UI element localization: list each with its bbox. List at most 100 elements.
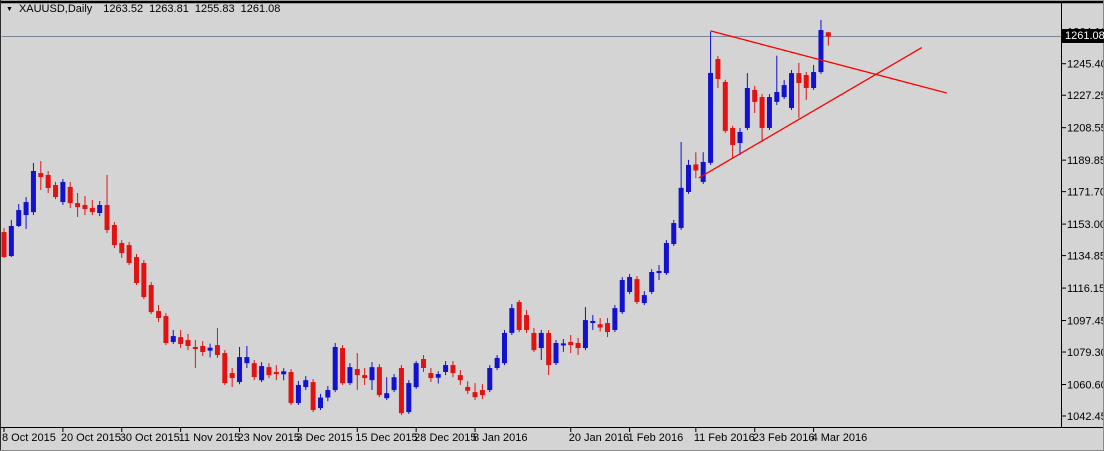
time-axis-label: 23 Feb 2016 [753, 432, 815, 444]
candle-body-up [317, 397, 323, 409]
time-axis-label: 23 Nov 2015 [238, 432, 300, 444]
candle-body-up [347, 367, 353, 384]
candle-body-up [663, 243, 669, 274]
candle-body-up [708, 72, 714, 163]
candle-body-down [222, 353, 228, 384]
candle-body-up [295, 385, 301, 404]
candle-body-up [811, 72, 817, 89]
candle-body-down [421, 358, 427, 369]
candle-body-up [774, 92, 780, 102]
candle-body-down [450, 365, 456, 374]
price-axis-label: 1171.70 [1067, 187, 1104, 199]
candle-body-up [627, 277, 633, 292]
time-axis-label: 20 Jan 2016 [569, 432, 630, 444]
time-axis-label: 1 Feb 2016 [628, 432, 684, 444]
candle-body-down [126, 245, 132, 263]
candle-body-down [693, 164, 699, 171]
candle-body-up [766, 97, 772, 128]
current-price-box: 1261.08 [1062, 29, 1104, 43]
price-axis-label: 1116.15 [1067, 283, 1104, 295]
candle-body-down [759, 97, 765, 128]
candle-body-up [244, 357, 250, 364]
candle-body-up [501, 332, 507, 364]
time-axis-label: 11 Feb 2016 [694, 432, 755, 444]
candle-body-down [568, 341, 574, 346]
candle-body-up [641, 295, 647, 304]
candle-body-down [38, 173, 44, 178]
candle-body-down [214, 345, 220, 355]
candle-body-down [178, 337, 184, 345]
candle-body-down [111, 224, 117, 246]
candle-body-up [435, 374, 441, 378]
candle-body-down [354, 369, 360, 376]
candle-body-down [605, 323, 611, 333]
chart-symbol-timeframe: XAUUSD,Daily [18, 3, 93, 15]
candle-body-down [479, 390, 485, 396]
candle-body-up [259, 366, 265, 381]
time-axis-label: 8 Oct 2015 [2, 432, 56, 444]
candle-body-down [89, 207, 95, 213]
candle-body-up [30, 170, 36, 213]
price-axis-label: 1189.85 [1067, 155, 1104, 167]
candle-body-up [303, 380, 309, 388]
candle-body-down [457, 375, 463, 381]
time-axis-label: 11 Nov 2015 [179, 432, 241, 444]
time-axis-label: 3 Dec 2015 [296, 432, 352, 444]
trendline-descending[interactable] [710, 30, 947, 94]
candle-body-down [229, 373, 235, 379]
candle-body-down [516, 302, 522, 330]
candle-body-up [685, 164, 691, 192]
candle-body-down [398, 368, 404, 414]
candle-body-down [597, 324, 603, 328]
ohlc-low: 1255.83 [194, 3, 235, 15]
candle-body-up [325, 390, 331, 398]
candle-body-up [384, 393, 390, 399]
price-axis-label: 1227.25 [1067, 90, 1104, 102]
candle-body-up [487, 368, 493, 391]
candle-body-down [376, 367, 382, 396]
candle-body-down [288, 371, 294, 404]
candle-body-up [744, 88, 750, 128]
candle-body-up [443, 365, 449, 372]
candle-body-up [8, 226, 14, 257]
price-axis-label: 1134.85 [1067, 251, 1104, 263]
candle-body-down [185, 340, 191, 346]
candle-body-up [612, 308, 618, 330]
candle-body-up [509, 308, 515, 333]
candle-body-up [406, 383, 412, 413]
candle-body-down [575, 343, 581, 349]
time-axis-label: 15 Dec 2015 [355, 432, 417, 444]
candle-body-down [634, 279, 640, 303]
candle-body-down [192, 346, 198, 350]
candle-body-down [200, 345, 206, 353]
price-axis-label: 1208.55 [1067, 123, 1104, 135]
candle-body-up [582, 320, 588, 349]
candle-body-down [273, 371, 279, 375]
candle-body-down [340, 348, 346, 384]
candle-body-down [752, 89, 758, 102]
candle-body-up [391, 377, 397, 391]
candle-body-down [730, 127, 736, 145]
candle-body-up [560, 343, 566, 346]
candle-body-down [119, 243, 125, 254]
candle-body-up [590, 320, 596, 324]
time-axis-label: 20 Oct 2015 [61, 432, 121, 444]
time-axis-label: 4 Mar 2016 [812, 432, 868, 444]
candle-body-down [825, 32, 831, 37]
candle-body-down [796, 73, 802, 83]
candle-body-down [531, 332, 537, 351]
price-axis-label: 1060.60 [1067, 379, 1104, 391]
candle-body-up [369, 367, 375, 381]
candle-body-down [310, 382, 316, 411]
candle-body-up [649, 272, 655, 292]
candle-body-up [23, 202, 29, 216]
candle-body-down [45, 174, 51, 189]
candle-body-down [133, 257, 139, 283]
candle-body-up [413, 363, 419, 388]
trendline-ascending[interactable] [698, 47, 923, 179]
candle-body-up [97, 205, 103, 213]
candle-body-up [700, 161, 706, 182]
candle-body-up [16, 210, 22, 227]
